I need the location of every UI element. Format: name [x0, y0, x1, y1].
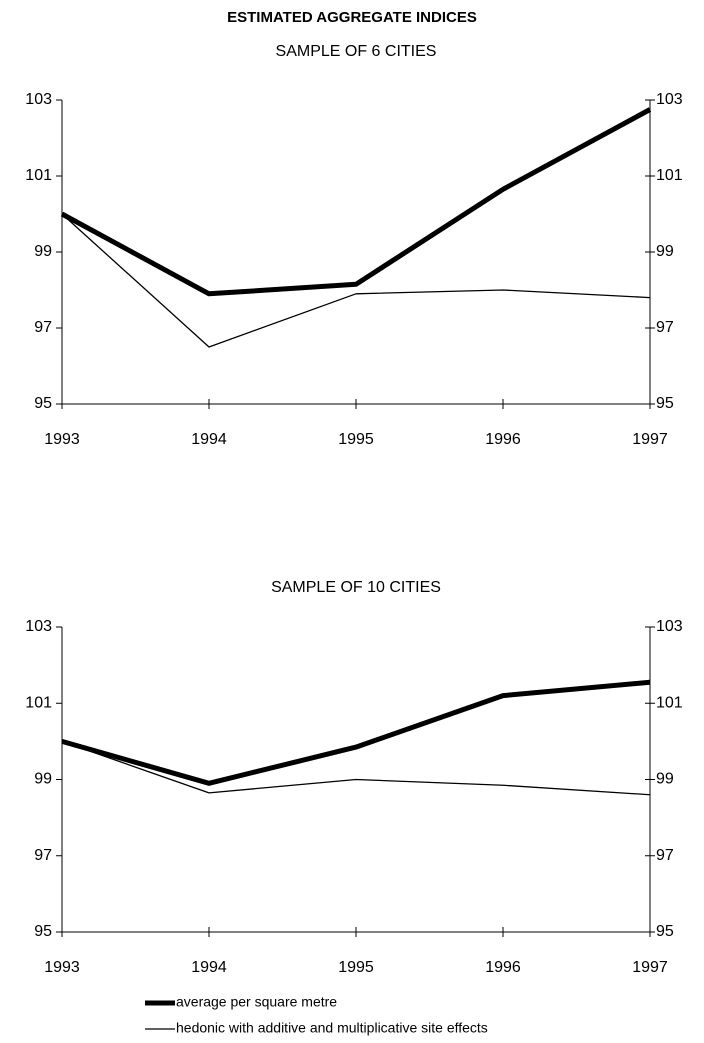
y-tick-label: 103	[25, 618, 52, 635]
series-line	[60, 107, 652, 297]
x-tick-label: 1997	[632, 431, 668, 448]
y-tick-label: 103	[25, 91, 52, 108]
y-tick-label: 97	[34, 847, 52, 864]
y-tick-label: 95	[34, 395, 52, 412]
y-tick-label-right: 95	[656, 395, 674, 412]
chart-subtitle: SAMPLE OF 6 CITIES	[276, 43, 437, 60]
y-tick-label-right: 97	[656, 847, 674, 864]
legend-label: average per square metre	[176, 994, 337, 1010]
figure-title: ESTIMATED AGGREGATE INDICES	[227, 9, 477, 26]
y-tick-label: 99	[34, 771, 52, 788]
y-tick-label: 99	[34, 243, 52, 260]
x-tick-label: 1994	[191, 959, 227, 976]
y-tick-label-right: 97	[656, 319, 674, 336]
y-tick-label: 101	[25, 167, 52, 184]
x-tick-label: 1994	[191, 431, 227, 448]
legend-label: hedonic with additive and multiplicative…	[176, 1020, 488, 1036]
x-tick-label: 1993	[44, 959, 80, 976]
y-tick-label: 97	[34, 319, 52, 336]
x-tick-label: 1995	[338, 959, 374, 976]
series-line	[61, 740, 651, 796]
x-tick-label: 1996	[485, 959, 521, 976]
x-tick-label: 1997	[632, 959, 668, 976]
x-tick-label: 1993	[44, 431, 80, 448]
y-tick-label-right: 103	[656, 618, 683, 635]
series-line	[61, 213, 651, 348]
y-tick-label: 95	[34, 923, 52, 940]
y-tick-label-right: 95	[656, 923, 674, 940]
y-tick-label-right: 99	[656, 771, 674, 788]
x-tick-label: 1996	[485, 431, 521, 448]
series-line	[61, 679, 651, 786]
y-tick-label-right: 101	[656, 167, 683, 184]
y-tick-label-right: 99	[656, 243, 674, 260]
y-tick-label: 101	[25, 694, 52, 711]
x-tick-label: 1995	[338, 431, 374, 448]
chart-subtitle: SAMPLE OF 10 CITIES	[271, 579, 441, 596]
y-tick-label-right: 103	[656, 91, 683, 108]
y-tick-label-right: 101	[656, 694, 683, 711]
